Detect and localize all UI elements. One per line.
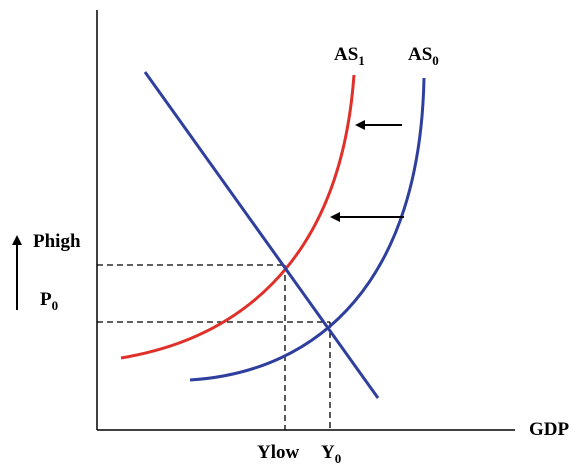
ylow-label: Ylow [257,442,300,463]
as0-label: AS0 [408,44,439,68]
phigh-label: Phigh [33,231,81,252]
ad-curve [143,71,380,399]
y0-label: Y0 [321,442,341,466]
p0-label: P0 [40,289,58,313]
as1-label: AS1 [334,44,365,68]
as1-curve [120,74,356,360]
as0-curve [189,77,426,382]
x-axis-label: GDP [529,419,570,440]
